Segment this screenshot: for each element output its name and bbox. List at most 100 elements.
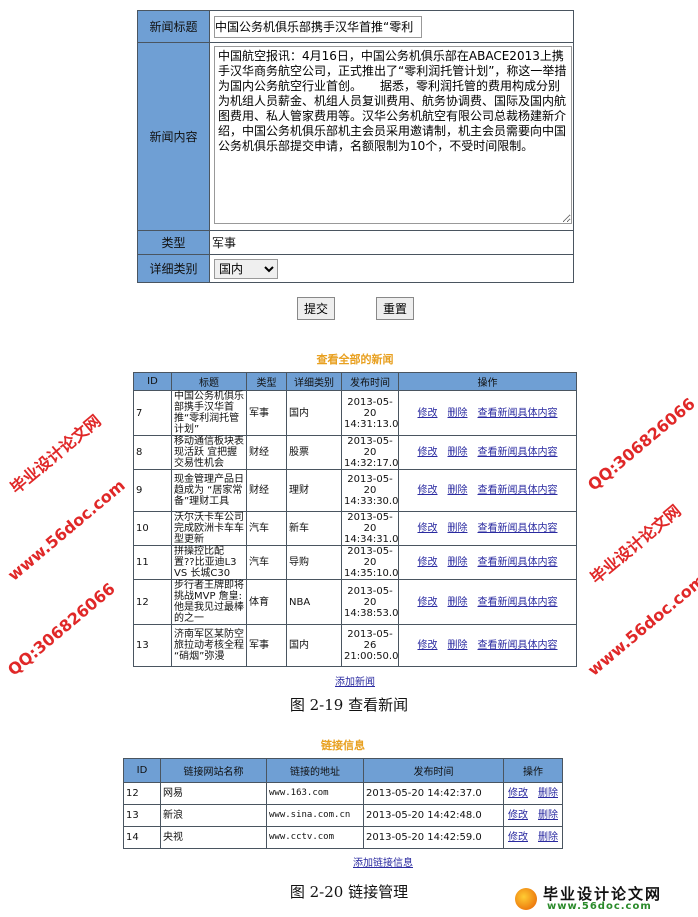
content-textarea[interactable]: 中国航空报讯：4月16日，中国公务机俱乐部在ABACE2013上携手汉华商务航空…	[214, 46, 572, 224]
column-header: ID	[133, 372, 172, 391]
cell-type: 财经	[246, 435, 287, 470]
add-news-link[interactable]: 添加新闻	[335, 677, 375, 688]
table-row: 13 济南军区某防空旅拉动考核全程 “硝烟”弥漫 军事 国内 2013-05-26 21…	[133, 624, 577, 667]
title-input[interactable]	[214, 15, 422, 38]
cell-title: 步行者王牌即将挑战MVP 詹皇:他是我见过最棒的之一	[171, 579, 247, 625]
column-header: 发布时间	[363, 758, 504, 783]
edit-link[interactable]: 修改	[417, 523, 438, 534]
delete-link[interactable]: 删除	[538, 788, 558, 799]
cell-time: 2013-05-20 14:31:13.0	[341, 390, 399, 436]
delete-link[interactable]: 删除	[447, 640, 468, 651]
cell-id: 8	[133, 435, 172, 470]
view-link[interactable]: 查看新闻具体内容	[477, 407, 558, 419]
cell-actions: 修改 删除 查看新闻具体内容	[398, 545, 577, 580]
delete-link[interactable]: 删除	[447, 596, 468, 608]
cell-title: 沃尔沃卡车公司完成欧洲卡车车型更新	[171, 511, 247, 546]
detail-label: 详细类别	[137, 254, 210, 283]
news-table: ID 标题 类型 详细类别 发布时间 操作 7 中国公务机俱乐部携手汉华首推“零利润托管计划”…	[133, 372, 577, 667]
cell-type: 体育	[246, 579, 287, 625]
delete-link[interactable]: 删除	[538, 810, 558, 821]
news-list-title: 查看全部的新闻	[316, 353, 394, 366]
cell-actions: 修改 删除	[503, 826, 563, 849]
edit-link[interactable]: 修改	[417, 596, 438, 608]
column-header: 链接的地址	[266, 758, 364, 783]
column-header: 操作	[398, 372, 577, 391]
cell-name: 新浪	[160, 804, 267, 827]
cell-detail: 导购	[286, 545, 342, 580]
title-label: 新闻标题	[137, 10, 210, 43]
logo-url: www.56doc.com	[547, 901, 652, 912]
view-link[interactable]: 查看新闻具体内容	[477, 557, 558, 568]
cell-type: 军事	[246, 390, 287, 436]
delete-link[interactable]: 删除	[538, 832, 558, 843]
reset-button[interactable]: 重置	[376, 297, 414, 320]
column-header: 详细类别	[286, 372, 342, 391]
add-link-link[interactable]: 添加链接信息	[353, 858, 413, 869]
cell-time: 2013-05-20 14:42:37.0	[363, 782, 504, 805]
cell-name: 网易	[160, 782, 267, 805]
cell-actions: 修改 删除	[503, 782, 563, 805]
cell-id: 13	[133, 624, 172, 667]
cell-time: 2013-05-26 21:00:50.0	[341, 624, 399, 667]
cell-type: 军事	[246, 624, 287, 667]
logo-text: 毕业设计论文网	[543, 885, 663, 903]
cell-id: 11	[133, 545, 172, 580]
cell-time: 2013-05-20 14:34:31.0	[341, 511, 399, 546]
view-link[interactable]: 查看新闻具体内容	[477, 523, 558, 534]
table-row: 10 沃尔沃卡车公司完成欧洲卡车车型更新 汽车 新车 2013-05-20 14:34:…	[133, 511, 577, 546]
delete-link[interactable]: 删除	[447, 407, 468, 419]
delete-link[interactable]: 删除	[447, 557, 468, 568]
edit-link[interactable]: 修改	[417, 485, 438, 496]
cell-time: 2013-05-20 14:35:10.0	[341, 545, 399, 580]
cell-id: 13	[123, 804, 161, 827]
table-row: 11 拼操控比配置??比亚迪L3 VS 长城C30 汽车 导购 2013-05-20 1…	[133, 545, 577, 580]
cell-detail: 国内	[286, 390, 342, 436]
table-row: 12 步行者王牌即将挑战MVP 詹皇:他是我见过最棒的之一 体育 NBA 2013-05…	[133, 579, 577, 625]
cell-detail: 国内	[286, 624, 342, 667]
content-label: 新闻内容	[137, 42, 210, 231]
cell-detail: 股票	[286, 435, 342, 470]
figure-caption-2-19: 图 2-19 查看新闻	[289, 696, 409, 714]
edit-link[interactable]: 修改	[417, 447, 438, 458]
cell-url: www.163.com	[266, 782, 364, 805]
edit-link[interactable]: 修改	[508, 810, 528, 821]
column-header: 标题	[171, 372, 247, 391]
cell-url: www.cctv.com	[266, 826, 364, 849]
cell-actions: 修改 删除 查看新闻具体内容	[398, 390, 577, 436]
table-row: 9 现金管理产品日趋成为 “居家常备”理财工具 财经 理财 2013-05-20 14:…	[133, 469, 577, 512]
delete-link[interactable]: 删除	[447, 485, 468, 496]
view-link[interactable]: 查看新闻具体内容	[477, 596, 558, 608]
view-link[interactable]: 查看新闻具体内容	[477, 640, 558, 651]
edit-link[interactable]: 修改	[417, 640, 438, 651]
cell-type: 汽车	[246, 511, 287, 546]
cell-title: 拼操控比配置??比亚迪L3 VS 长城C30	[171, 545, 247, 580]
submit-button[interactable]: 提交	[297, 297, 335, 320]
cell-title: 现金管理产品日趋成为 “居家常备”理财工具	[171, 469, 247, 512]
edit-link[interactable]: 修改	[508, 832, 528, 843]
view-link[interactable]: 查看新闻具体内容	[477, 447, 558, 458]
cell-type: 财经	[246, 469, 287, 512]
detail-select[interactable]: 国内	[214, 258, 278, 279]
table-row: 13 新浪 www.sina.com.cn 2013-05-20 14:42:48.0…	[123, 804, 563, 827]
cell-title: 中国公务机俱乐部携手汉华首推“零利润托管计划”	[171, 390, 247, 436]
links-table: ID 链接网站名称 链接的地址 发布时间 操作 12 网易 www.163.com 2013-0…	[123, 758, 563, 849]
table-row: 8 移动通信板块表现活跃 宜把握交易性机会 财经 股票 2013-05-20 14:32…	[133, 435, 577, 470]
delete-link[interactable]: 删除	[447, 447, 468, 458]
view-link[interactable]: 查看新闻具体内容	[477, 485, 558, 496]
cell-type: 汽车	[246, 545, 287, 580]
delete-link[interactable]: 删除	[447, 523, 468, 534]
edit-link[interactable]: 修改	[417, 557, 438, 568]
cell-id: 12	[133, 579, 172, 625]
cell-actions: 修改 删除 查看新闻具体内容	[398, 469, 577, 512]
cell-id: 9	[133, 469, 172, 512]
cell-name: 央视	[160, 826, 267, 849]
edit-link[interactable]: 修改	[508, 788, 528, 799]
cell-time: 2013-05-20 14:42:59.0	[363, 826, 504, 849]
cell-actions: 修改 删除 查看新闻具体内容	[398, 624, 577, 667]
cell-title: 移动通信板块表现活跃 宜把握交易性机会	[171, 435, 247, 470]
cell-time: 2013-05-20 14:33:30.0	[341, 469, 399, 512]
cell-id: 14	[123, 826, 161, 849]
cell-actions: 修改 删除 查看新闻具体内容	[398, 579, 577, 625]
cell-id: 10	[133, 511, 172, 546]
edit-link[interactable]: 修改	[417, 407, 438, 419]
